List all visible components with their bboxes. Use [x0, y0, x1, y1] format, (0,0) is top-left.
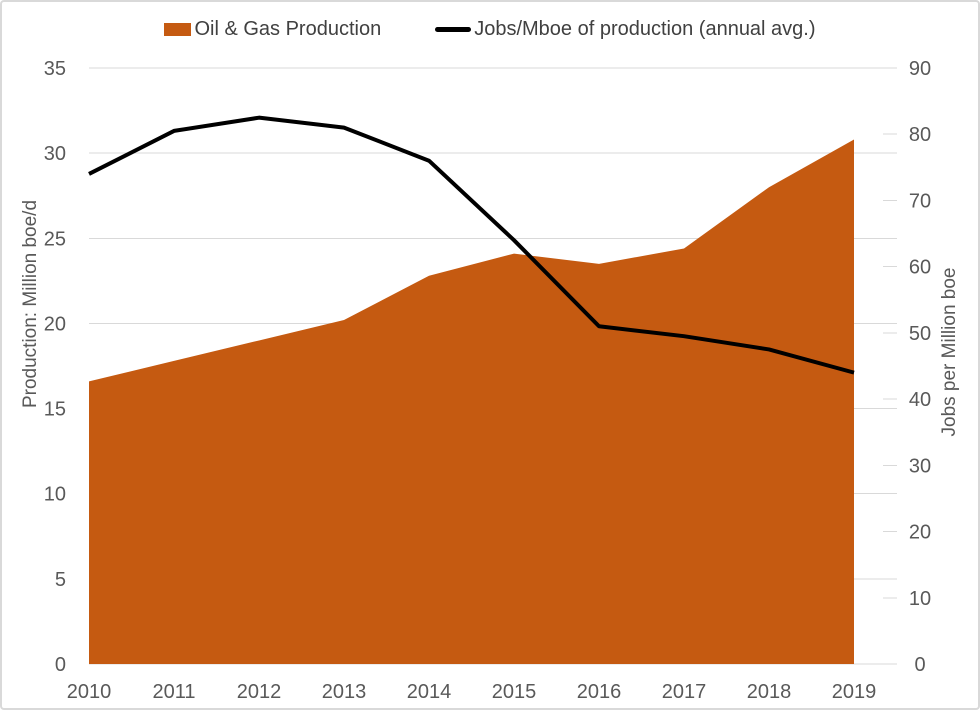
- right-axis-tick-label: 30: [909, 455, 931, 477]
- legend: Oil & Gas Production Jobs/Mboe of produc…: [2, 15, 978, 43]
- right-axis-tick-label: 70: [909, 190, 931, 212]
- legend-item-production: Oil & Gas Production: [164, 15, 381, 43]
- x-axis-label: 2011: [152, 681, 195, 703]
- x-axis-label: 2012: [237, 681, 282, 703]
- legend-label-production: Oil & Gas Production: [194, 18, 382, 40]
- jobs-line-series: [88, 115, 855, 375]
- right-axis-tick-label: 60: [909, 257, 931, 279]
- line-swatch-icon: [435, 26, 472, 32]
- right-axis-tick-label: 0: [914, 654, 925, 676]
- right-axis-tick-label: 50: [909, 323, 931, 345]
- left-axis-tick-label: 30: [44, 143, 66, 165]
- left-axis-tick-label: 0: [55, 654, 66, 676]
- left-axis-tick-label: 5: [55, 569, 66, 591]
- x-axis-label: 2019: [832, 681, 877, 703]
- x-axis-label: 2013: [322, 681, 367, 703]
- x-axis-label: 2016: [577, 681, 622, 703]
- right-axis-tick-label: 10: [909, 588, 931, 610]
- x-axis-label: 2010: [67, 681, 112, 703]
- left-axis-tick-label: 10: [44, 484, 66, 506]
- legend-label-jobs: Jobs/Mboe of production (annual avg.): [474, 18, 816, 40]
- x-axis-label: 2017: [662, 681, 707, 703]
- production-area-series: [89, 139, 854, 664]
- right-axis-tick-label: 40: [909, 389, 931, 411]
- x-axis-label: 2015: [492, 681, 537, 703]
- left-axis-tick-label: 20: [44, 313, 66, 335]
- legend-item-jobs: Jobs/Mboe of production (annual avg.): [435, 15, 816, 43]
- right-axis-tick-label: 20: [909, 522, 931, 544]
- area-swatch-icon: [164, 22, 192, 36]
- left-axis-tick-label: 15: [44, 399, 66, 421]
- left-axis-tick-label: 25: [44, 228, 66, 250]
- left-axis-title: Production: Million boe/d: [20, 200, 41, 408]
- left-axis-tick-label: 35: [44, 58, 66, 80]
- right-axis-tick-label: 80: [909, 124, 931, 146]
- x-axis-label: 2018: [747, 681, 792, 703]
- right-axis-tick-label: 90: [909, 58, 931, 80]
- x-axis-label: 2014: [407, 681, 452, 703]
- right-axis-title: Jobs per Million boe: [939, 268, 960, 437]
